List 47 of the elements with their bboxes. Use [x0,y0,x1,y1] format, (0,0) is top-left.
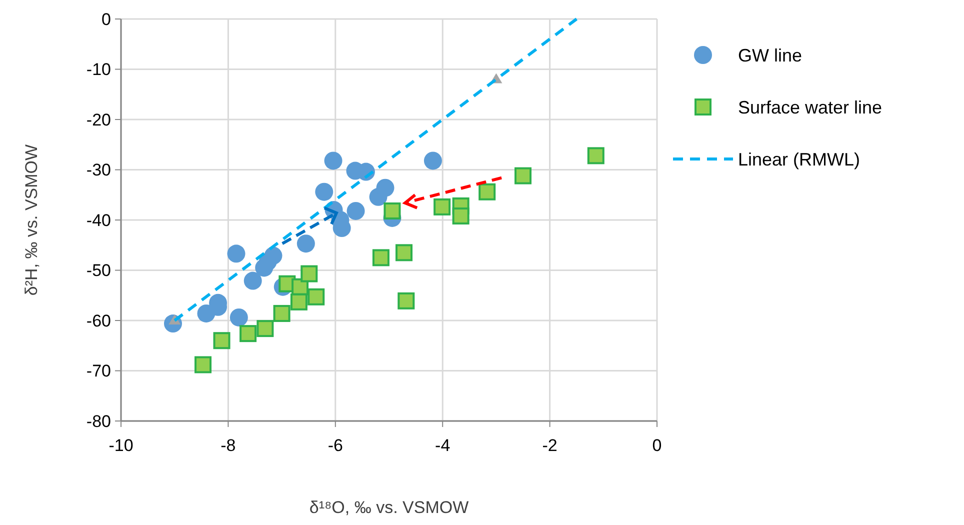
y-tick-label: -30 [86,160,111,180]
point [315,182,334,201]
point [296,234,315,253]
point [384,202,401,220]
x-tick-label: -6 [328,436,343,455]
x-tick-label: -10 [108,436,134,455]
point [256,320,274,338]
point [240,325,257,342]
y-tick-label: -10 [86,60,111,80]
point [372,249,390,266]
point [290,293,308,310]
legend-label: Linear (RMWL) [738,149,860,170]
y-tick-label: 0 [102,10,111,29]
y-axis-title: δ²H, ‰ vs. VSMOW [22,144,41,296]
point [264,246,282,265]
point [478,183,496,200]
y-tick-label: -80 [86,412,111,431]
x-tick-label: 0 [652,436,662,455]
y-tick-label: -60 [86,311,111,330]
point [213,332,230,350]
point [346,202,365,220]
point [273,304,290,322]
x-tick-label: -4 [435,436,450,455]
point [424,152,442,170]
point [308,288,325,306]
point [514,167,532,184]
y-tick-label: -70 [86,362,111,381]
x-axis-title: δ¹⁸O, ‰ vs. VSMOW [309,498,469,517]
point [376,178,394,197]
point [194,356,212,374]
point [398,292,415,310]
x-tick-label: -2 [542,436,558,455]
x-tick-label: -8 [220,436,236,455]
y-tick-label: -50 [86,261,111,280]
point [244,272,262,290]
point [324,152,342,170]
y-tick-label: -40 [86,210,111,230]
point [230,308,248,326]
legend-label: Surface water line [738,97,882,118]
legend-label: GW line [738,45,802,66]
point [300,265,318,282]
point [434,198,451,216]
point [587,147,604,164]
point [452,207,470,224]
point [227,244,246,263]
point [396,244,413,262]
y-tick-label: -20 [86,110,111,130]
